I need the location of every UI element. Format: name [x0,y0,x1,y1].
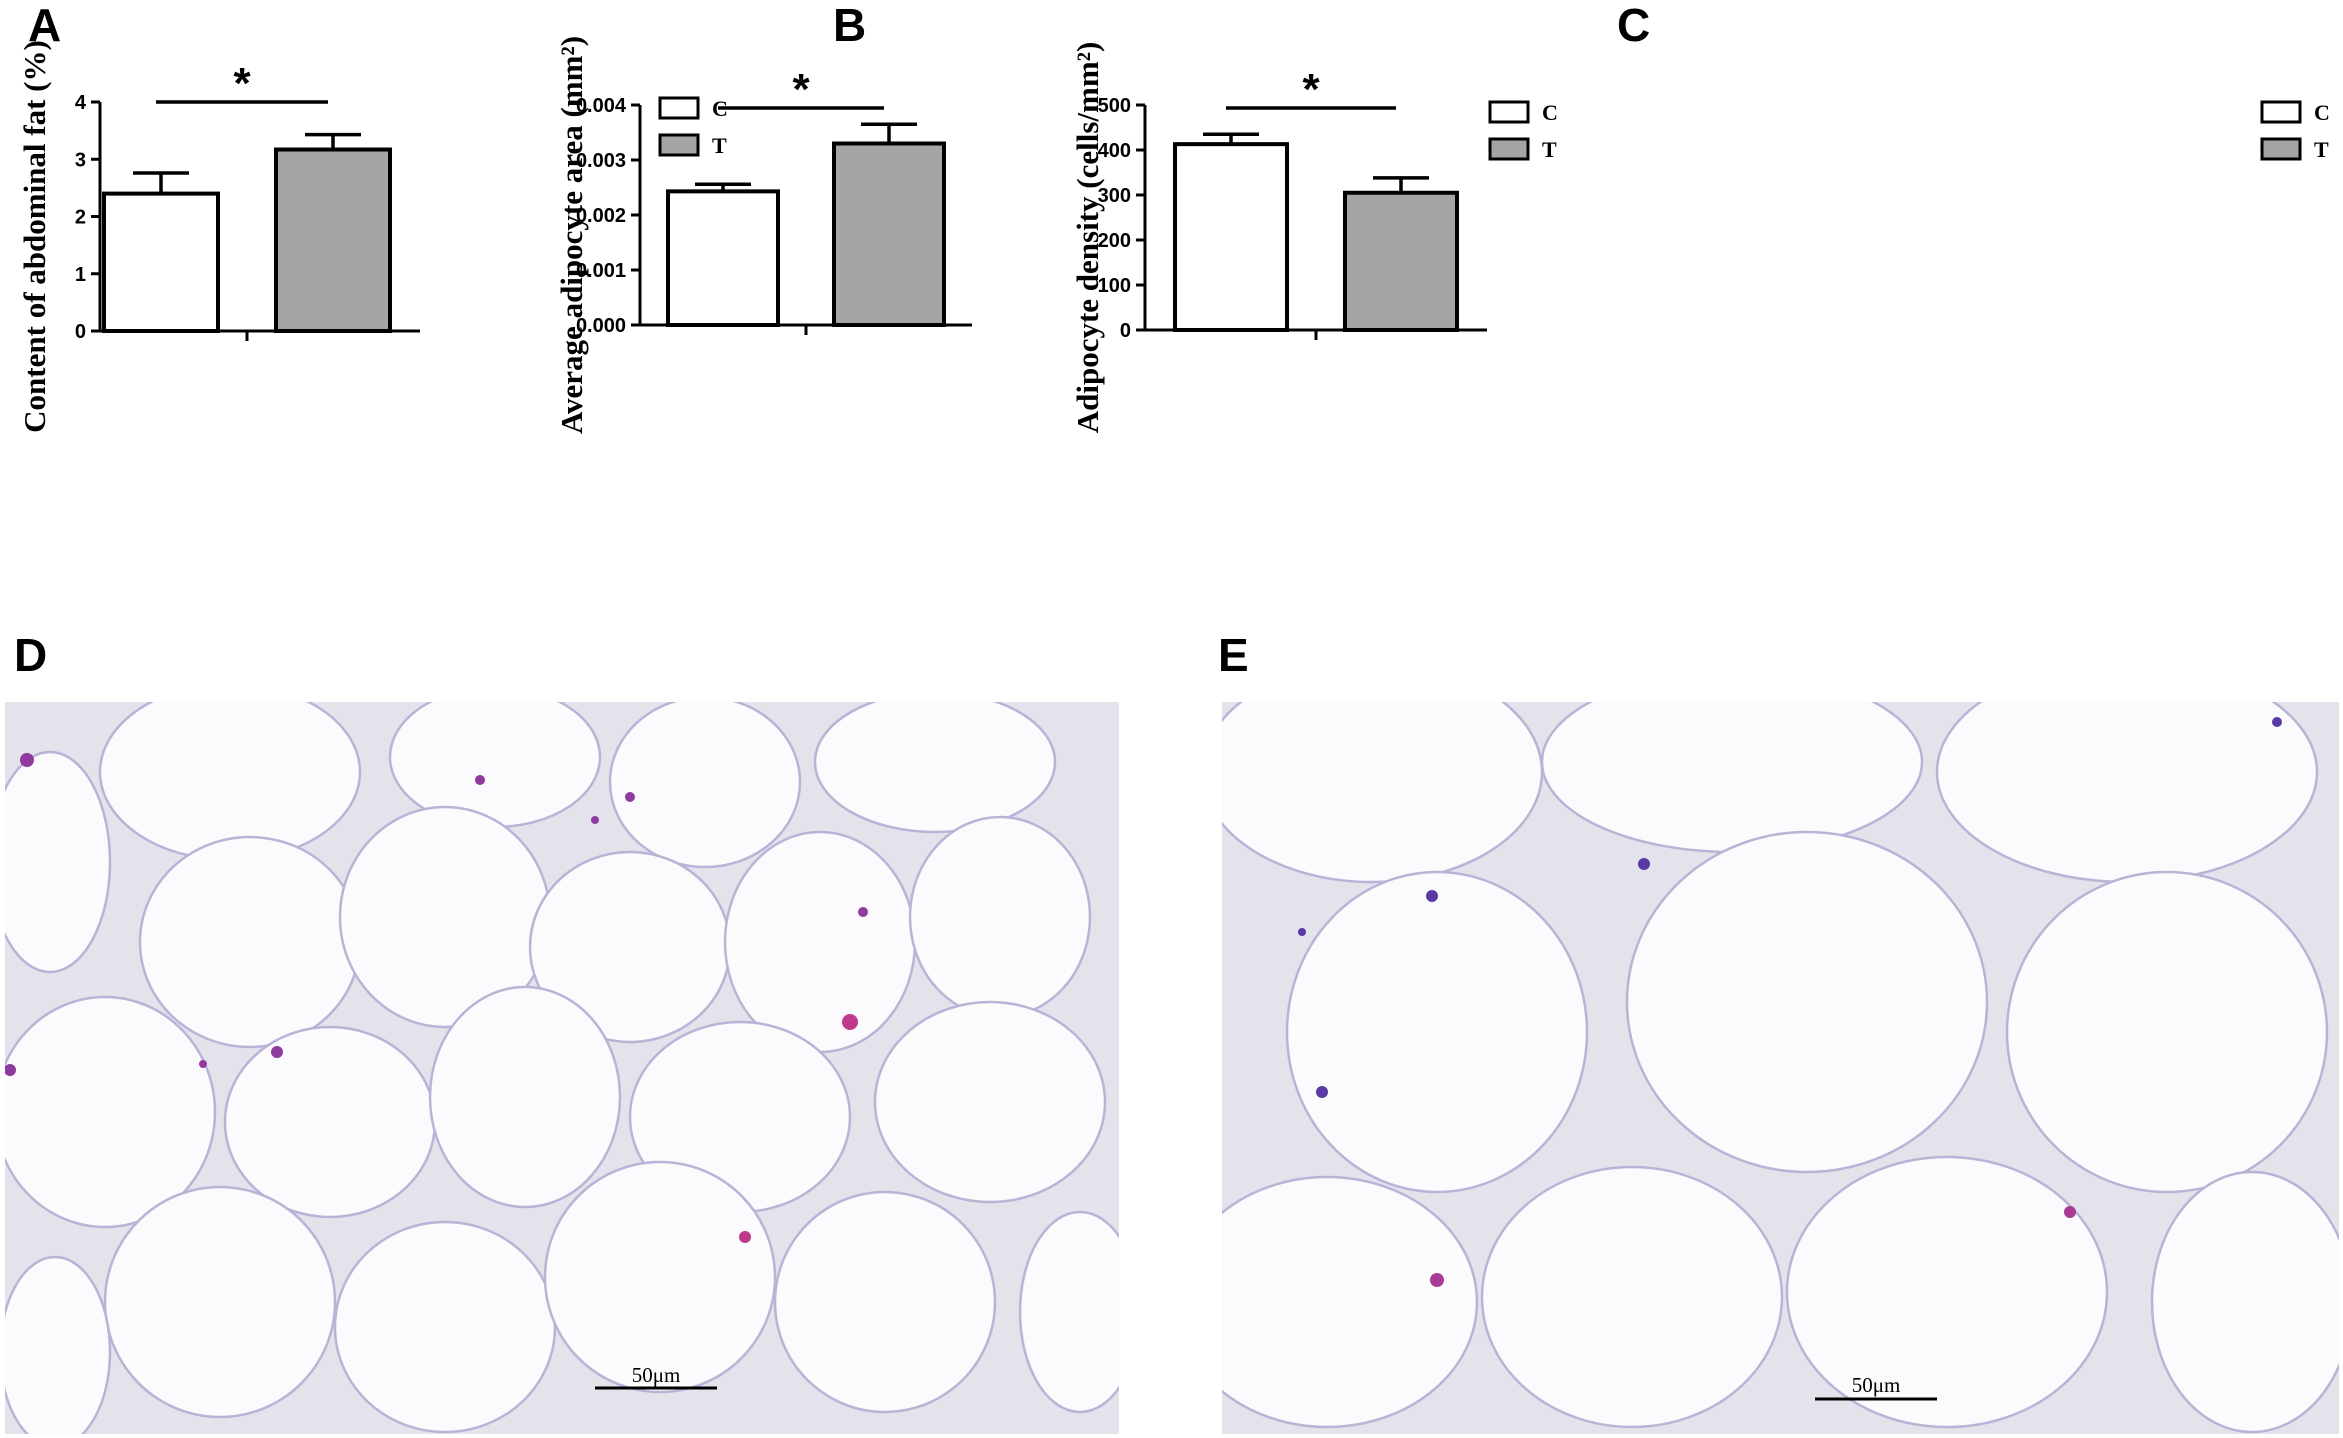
scale-bar-label-treatment: 50μm [1852,1373,1901,1397]
bar-c [1173,142,1289,332]
y-tick-label: 100 [1098,275,1131,297]
adipose-tissue-image-control: 50μm [5,702,1119,1434]
panel-label-a: A [28,0,62,51]
scale-bar-label-control: 50μm [632,1363,681,1387]
legend-swatch-t [2260,137,2302,161]
micrograph-treatment: 50μm [1222,702,2339,1434]
y-tick-label: 0 [75,321,86,343]
legend-swatch-c [2260,100,2302,124]
legend-swatch-c [658,96,700,120]
significance-star: * [233,59,251,108]
micrograph-control: 50μm [5,702,1119,1434]
y-tick-label: 0.000 [576,315,626,337]
legend-label-t: T [712,133,727,158]
y-tick-label: 3 [75,149,86,171]
y-tick-label: 200 [1098,230,1131,252]
y-tick-label: 0.003 [576,150,626,172]
legend-label-c: C [1542,100,1558,125]
significance-star: * [1302,65,1320,114]
panel-label-e: E [1218,629,1249,681]
y-tick-label: 0 [1120,320,1131,342]
bar-t [832,141,946,327]
y-tick-label: 500 [1098,95,1131,117]
y-axis-label: Adipocyte density (cells/mm²) [1070,42,1105,434]
legend-swatch-t [658,133,700,157]
legend-swatch-t [1488,137,1530,161]
adipose-tissue-image-treatment: 50μm [1222,702,2339,1434]
bar-c [102,191,220,333]
y-axis-label: Content of abdominal fat (%) [17,40,52,433]
y-axis-label: Average adipocyte area (mm²) [554,36,589,434]
y-tick-label: 300 [1098,185,1131,207]
panel-label-c: C [1617,0,1651,51]
y-tick-label: 1 [75,264,86,286]
bar-t [274,147,392,333]
bar-t [1343,190,1459,332]
y-tick-label: 4 [75,92,87,114]
y-tick-label: 0.001 [576,260,626,282]
legend-swatch-c [1488,100,1530,124]
y-tick-label: 400 [1098,140,1131,162]
significance-star: * [792,65,810,114]
y-tick-label: 0.002 [576,205,626,227]
y-tick-label: 2 [75,207,86,229]
legend-label-t: T [1542,137,1557,162]
legend-label-c: C [2314,100,2330,125]
panel-label-d: D [14,629,48,681]
legend-label-t: T [2314,137,2329,162]
bar-c [666,189,780,327]
panel-label-b: B [833,0,867,51]
y-tick-label: 0.004 [576,95,627,117]
